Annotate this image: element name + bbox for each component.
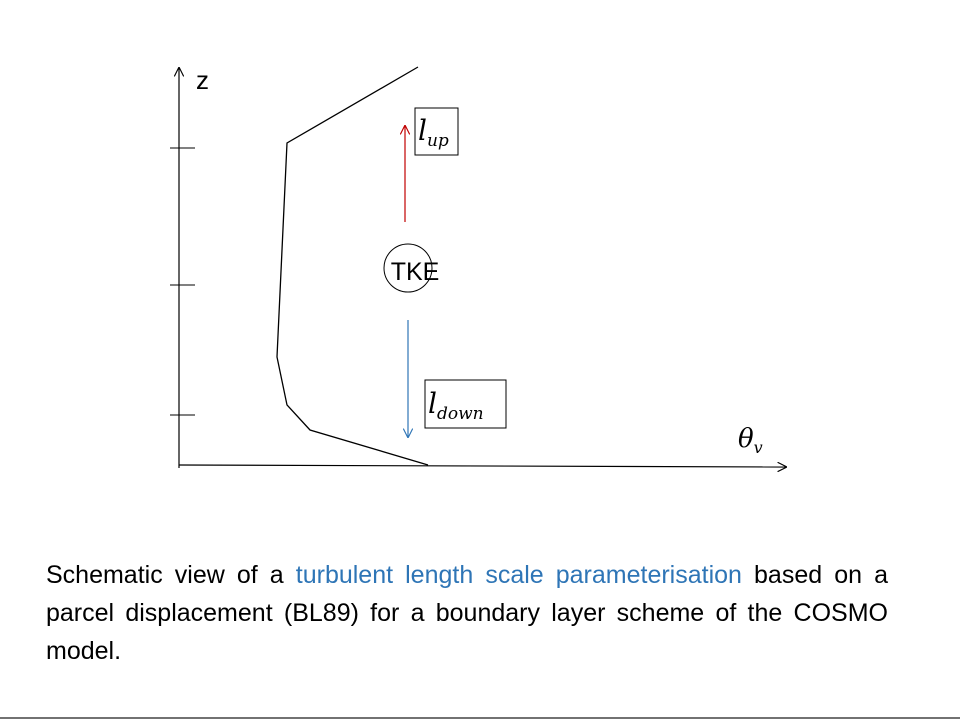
- tke-label: TKE: [391, 258, 440, 286]
- lup-sub: up: [427, 131, 449, 151]
- caption-part: based on a parcel displacement (BL89) fo…: [46, 561, 888, 665]
- ldown-base: l: [428, 387, 437, 420]
- lup-base: l: [418, 114, 427, 147]
- tke-circle: [383, 243, 433, 293]
- ldown-sub: down: [437, 404, 484, 424]
- lup-box: [414, 107, 459, 156]
- x-axis: [178, 465, 786, 467]
- x-label-sub: v: [754, 438, 763, 457]
- caption: Schematic view of a turbulent length sca…: [46, 556, 888, 670]
- y-label: z: [196, 65, 209, 95]
- x-label: θv: [738, 424, 763, 457]
- lup-label: lup: [418, 114, 449, 151]
- ldown-label: ldown: [428, 387, 484, 424]
- caption-part: Schematic view of a: [46, 561, 296, 589]
- x-label-base: θ: [738, 424, 754, 454]
- profile: [276, 66, 429, 466]
- caption-highlight: turbulent length scale parameterisation: [295, 561, 742, 589]
- ldown-box: [424, 379, 507, 429]
